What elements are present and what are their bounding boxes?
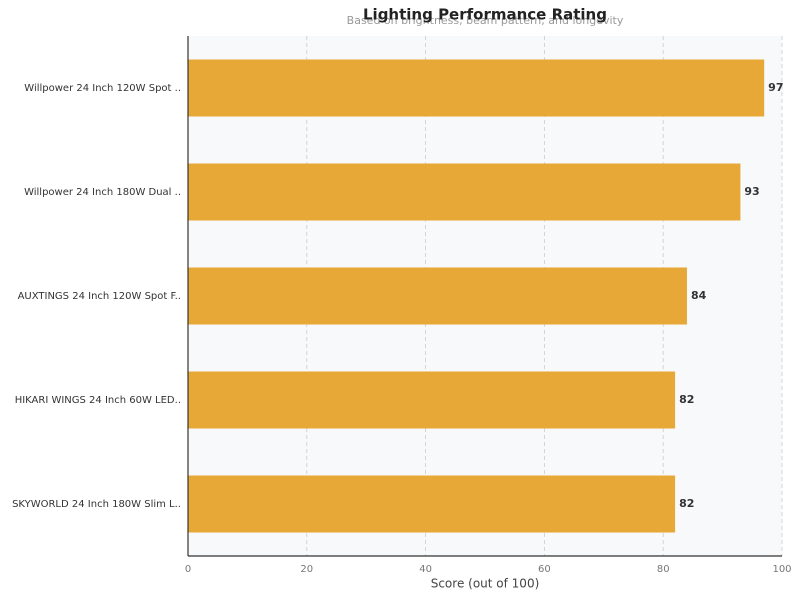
data-label: 93 xyxy=(744,185,759,198)
x-tick-label: 20 xyxy=(300,564,313,575)
x-tick-label: 0 xyxy=(185,564,191,575)
y-tick-label: SKYWORLD 24 Inch 180W Slim L.. xyxy=(12,499,181,510)
chart-subtitle: Based on brightness, beam pattern, and l… xyxy=(347,14,624,27)
x-tick-label: 100 xyxy=(772,564,791,575)
data-label: 82 xyxy=(679,393,694,406)
chart-title: Lighting Performance Rating xyxy=(363,6,607,24)
x-tick-label: 60 xyxy=(538,564,551,575)
data-label: 84 xyxy=(691,289,707,302)
y-tick-label: AUXTINGS 24 Inch 120W Spot F.. xyxy=(18,291,181,302)
y-tick-label: HIKARI WINGS 24 Inch 60W LED.. xyxy=(15,395,181,406)
bar xyxy=(188,59,765,117)
x-tick-label: 40 xyxy=(419,564,432,575)
x-tick-label: 80 xyxy=(657,564,670,575)
y-tick-label: Willpower 24 Inch 180W Dual .. xyxy=(24,187,181,198)
bar xyxy=(188,475,676,533)
data-label: 97 xyxy=(768,81,783,94)
bar xyxy=(188,163,741,221)
bar xyxy=(188,267,687,325)
x-axis-label: Score (out of 100) xyxy=(431,577,540,591)
y-tick-label: Willpower 24 Inch 120W Spot .. xyxy=(24,83,181,94)
data-label: 82 xyxy=(679,497,694,510)
bar xyxy=(188,371,676,429)
